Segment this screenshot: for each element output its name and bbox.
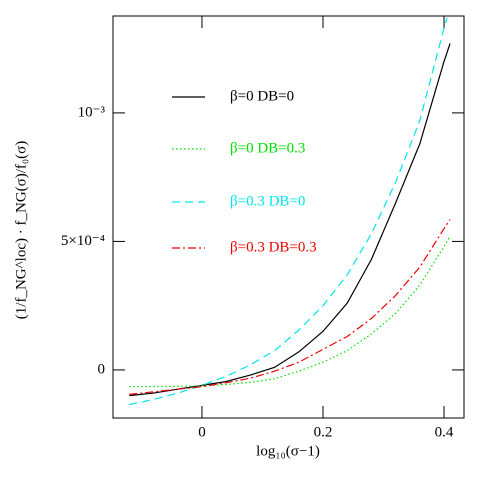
legend-label: β=0 DB=0.3 xyxy=(230,140,305,156)
y-tick-label: 0 xyxy=(98,361,106,377)
y-axis-label: (1/f_NG^loc) · f_NG(σ)/f₀(σ) xyxy=(13,141,29,319)
legend-label: β=0.3 DB=0.3 xyxy=(230,239,317,255)
x-tick-label: 0.2 xyxy=(314,424,333,440)
series-line xyxy=(129,17,448,406)
x-axis-label: log₁₀(σ−1) xyxy=(256,443,320,459)
series-line xyxy=(129,235,451,388)
legend-label: β=0 DB=0 xyxy=(230,88,294,104)
y-tick-label: 10⁻³ xyxy=(78,104,106,120)
series-line xyxy=(129,43,451,397)
legend-label: β=0.3 DB=0 xyxy=(230,193,305,209)
x-tick-label: 0 xyxy=(198,424,206,440)
y-tick-label: 5×10⁻⁴ xyxy=(61,233,105,249)
plot-frame xyxy=(112,15,465,419)
series-line xyxy=(129,219,451,395)
x-tick-label: 0.4 xyxy=(435,424,454,440)
